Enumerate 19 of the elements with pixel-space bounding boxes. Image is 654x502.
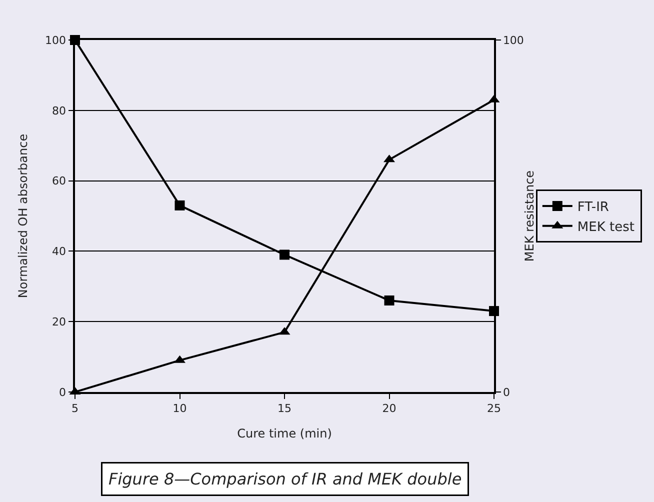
legend-label: FT-IR	[577, 200, 609, 216]
x-tick-label: 5	[72, 402, 78, 415]
legend-label: MEK test	[577, 220, 634, 235]
y-tick-label: 0	[59, 386, 66, 399]
y-tick-label: 80	[52, 104, 66, 118]
caption: Figure 8—Comparison of IR and MEK double	[108, 470, 462, 488]
y-axis-title: Normalized OH absorbance	[16, 134, 30, 298]
x-axis-title: Cure time (min)	[237, 426, 332, 440]
y2-tick-label: 100	[502, 34, 524, 47]
y-tick-label: 60	[52, 174, 66, 188]
y-tick-label: 100	[45, 34, 66, 47]
y-tick-label: 20	[52, 315, 66, 328]
x-tick-label: 25	[487, 402, 501, 415]
x-tick-label: 15	[278, 402, 292, 415]
x-tick-label: 10	[172, 402, 187, 415]
y2-axis-title: MEK resistance	[522, 170, 536, 262]
y2-tick-label: 0	[502, 386, 510, 399]
y-tick-label: 40	[52, 245, 66, 258]
x-tick-label: 20	[382, 402, 396, 415]
